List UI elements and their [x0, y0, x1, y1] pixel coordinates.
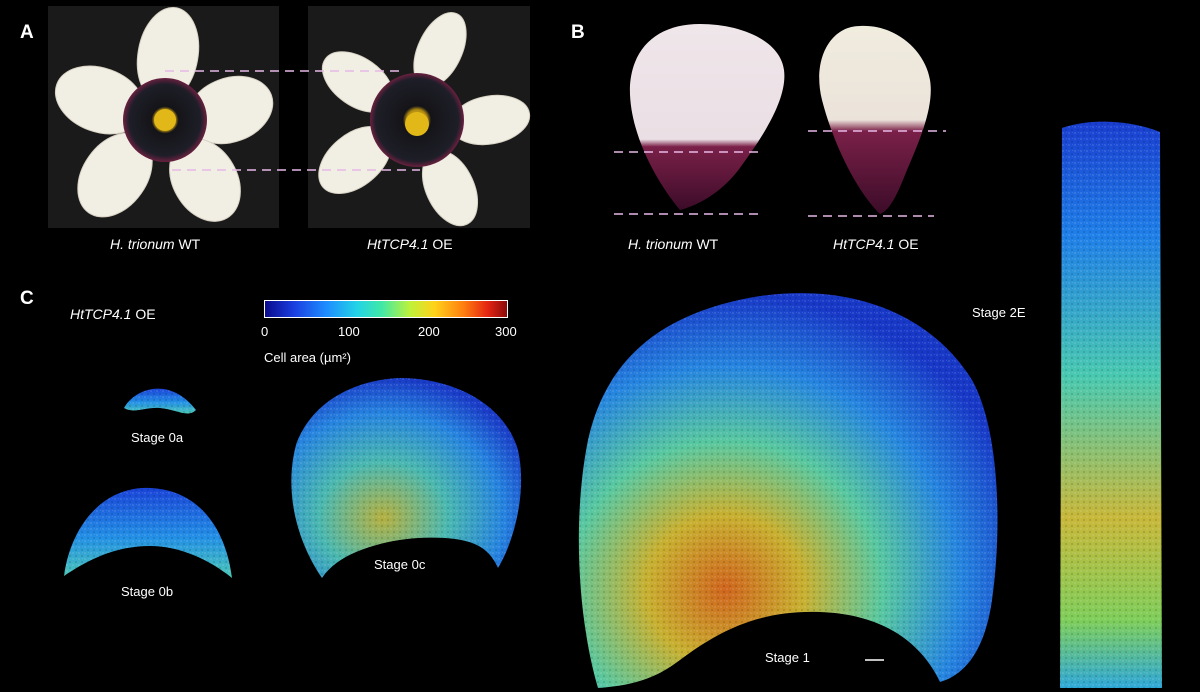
stage-label-0b: Stage 0b — [121, 584, 174, 599]
panel-letter-b: B — [571, 22, 585, 43]
stage-label-2e: Stage 2E — [972, 305, 1026, 320]
genotype-label-c: HtTCP4.1 OE — [70, 306, 156, 322]
colorbar-label: Cell area (µm²) — [264, 350, 351, 365]
caption-b-oe: HtTCP4.1 OE — [833, 236, 919, 252]
heatmap-stage-0a — [124, 388, 196, 414]
caption-a-wt: H. trionum WT — [110, 236, 201, 252]
colorbar-tick-0: 0 — [261, 324, 269, 339]
colorbar-tick-100: 100 — [338, 324, 360, 339]
heatmap-stage-0b — [64, 487, 232, 578]
caption-b-wt: H. trionum WT — [628, 236, 719, 252]
colorbar-tick-200: 200 — [418, 324, 440, 339]
stage-label-0a: Stage 0a — [131, 430, 184, 445]
wt-petal — [629, 24, 785, 210]
panel-a-guide-lines — [165, 70, 420, 171]
wt-flower — [54, 6, 274, 222]
heatmap-stage-0c — [291, 378, 522, 578]
caption-a-oe: HtTCP4.1 OE — [367, 236, 453, 252]
heatmap-stage-2e — [1060, 121, 1162, 688]
heatmap-stage-1 — [578, 293, 998, 688]
oe-flower — [318, 12, 531, 227]
colorbar — [264, 300, 508, 318]
panel-letter-c: C — [20, 288, 34, 309]
oe-petal — [819, 25, 931, 214]
stage-label-1: Stage 1 — [765, 650, 810, 665]
colorbar-tick-300: 300 — [495, 324, 517, 339]
panel-letter-a: A — [20, 22, 34, 43]
stage-label-0c: Stage 0c — [374, 557, 426, 572]
panel-b-guide-lines — [614, 130, 946, 217]
